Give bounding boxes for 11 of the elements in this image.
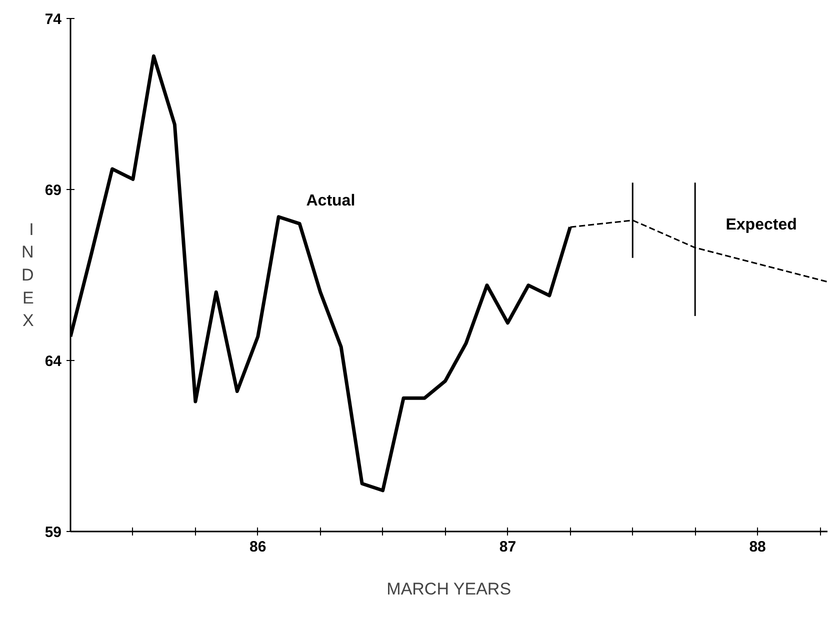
series-label: Expected — [726, 216, 797, 234]
y-tick-label: 64 — [44, 353, 62, 370]
x-tick-label: 88 — [749, 538, 766, 556]
y-tick-label: 74 — [44, 11, 62, 28]
y-axis-title: INDEX — [22, 220, 34, 330]
y-tick-label: 69 — [44, 182, 62, 199]
y-tick-label: 59 — [44, 524, 62, 541]
x-tick-label: 87 — [499, 538, 516, 556]
series-label: Actual — [306, 192, 356, 210]
x-axis-title: MARCH YEARS — [386, 580, 512, 598]
x-tick-label: 86 — [250, 538, 266, 556]
